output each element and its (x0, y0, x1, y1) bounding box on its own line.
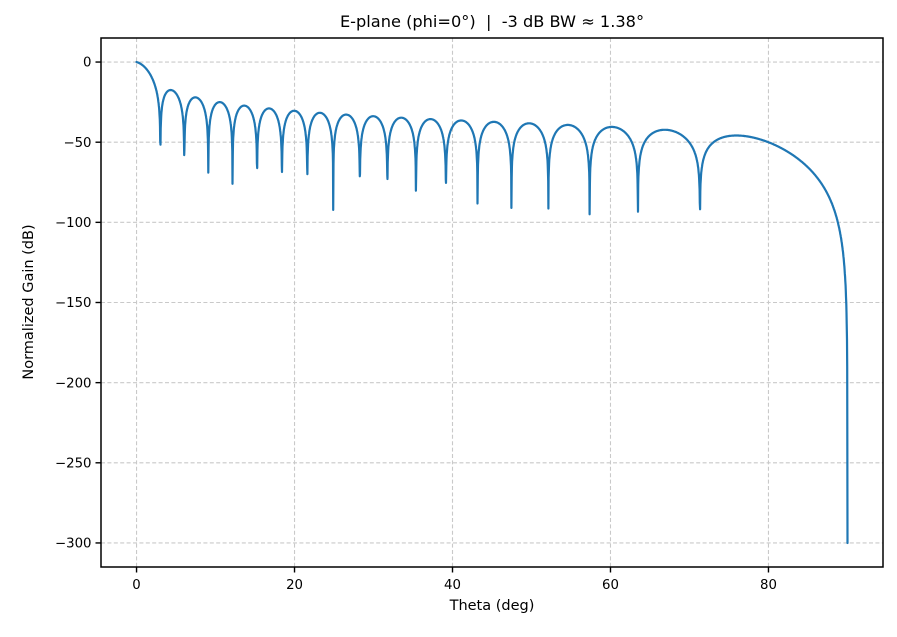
y-tick-label: −300 (55, 537, 92, 552)
x-tick-label: 0 (132, 578, 140, 593)
chart-title: E-plane (phi=0°) | -3 dB BW ≈ 1.38° (339, 12, 645, 31)
x-tick-label: 40 (444, 578, 461, 593)
y-tick-label: −50 (63, 136, 91, 151)
x-tick-label: 60 (602, 578, 619, 593)
y-tick-label: −100 (55, 216, 92, 231)
x-tick-label: 20 (286, 578, 303, 593)
y-axis-label: Normalized Gain (dB) (21, 224, 37, 380)
gain-curve (135, 60, 849, 545)
x-tick-label: 80 (760, 578, 777, 593)
y-tick-label: −200 (55, 376, 92, 391)
x-axis-label: Theta (deg) (449, 598, 535, 614)
y-tick-label: −250 (55, 457, 92, 472)
y-tick-label: 0 (83, 56, 91, 71)
y-tick-label: −150 (55, 296, 92, 311)
